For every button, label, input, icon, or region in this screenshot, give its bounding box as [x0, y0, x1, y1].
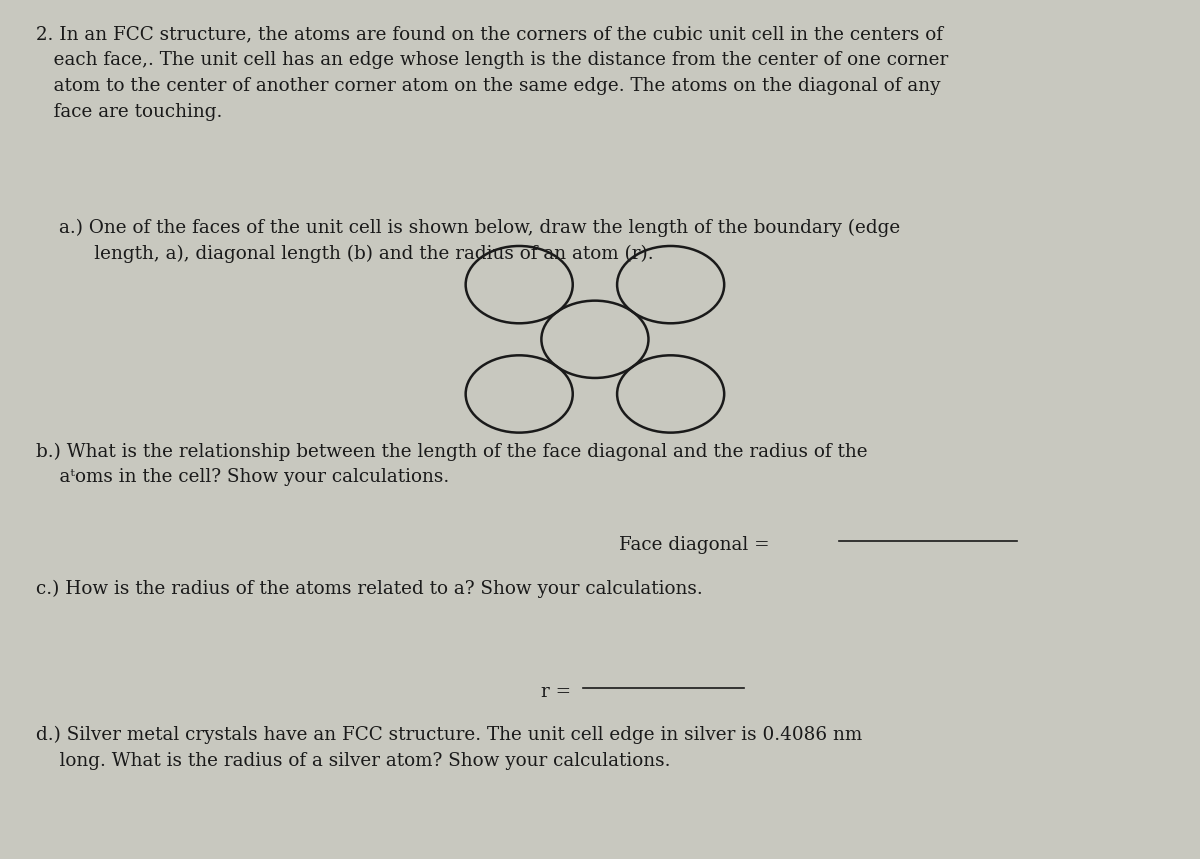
Text: Face diagonal =: Face diagonal = [619, 536, 775, 554]
Text: d.) Silver metal crystals have an FCC structure. The unit cell edge in silver is: d.) Silver metal crystals have an FCC st… [36, 726, 862, 770]
Text: a.) One of the faces of the unit cell is shown below, draw the length of the bou: a.) One of the faces of the unit cell is… [60, 219, 901, 264]
Text: b.) What is the relationship between the length of the face diagonal and the rad: b.) What is the relationship between the… [36, 442, 868, 486]
Text: r =: r = [541, 683, 577, 701]
Text: 2. In an FCC structure, the atoms are found on the corners of the cubic unit cel: 2. In an FCC structure, the atoms are fo… [36, 26, 948, 121]
Text: c.) How is the radius of the atoms related to a? Show your calculations.: c.) How is the radius of the atoms relat… [36, 580, 702, 598]
